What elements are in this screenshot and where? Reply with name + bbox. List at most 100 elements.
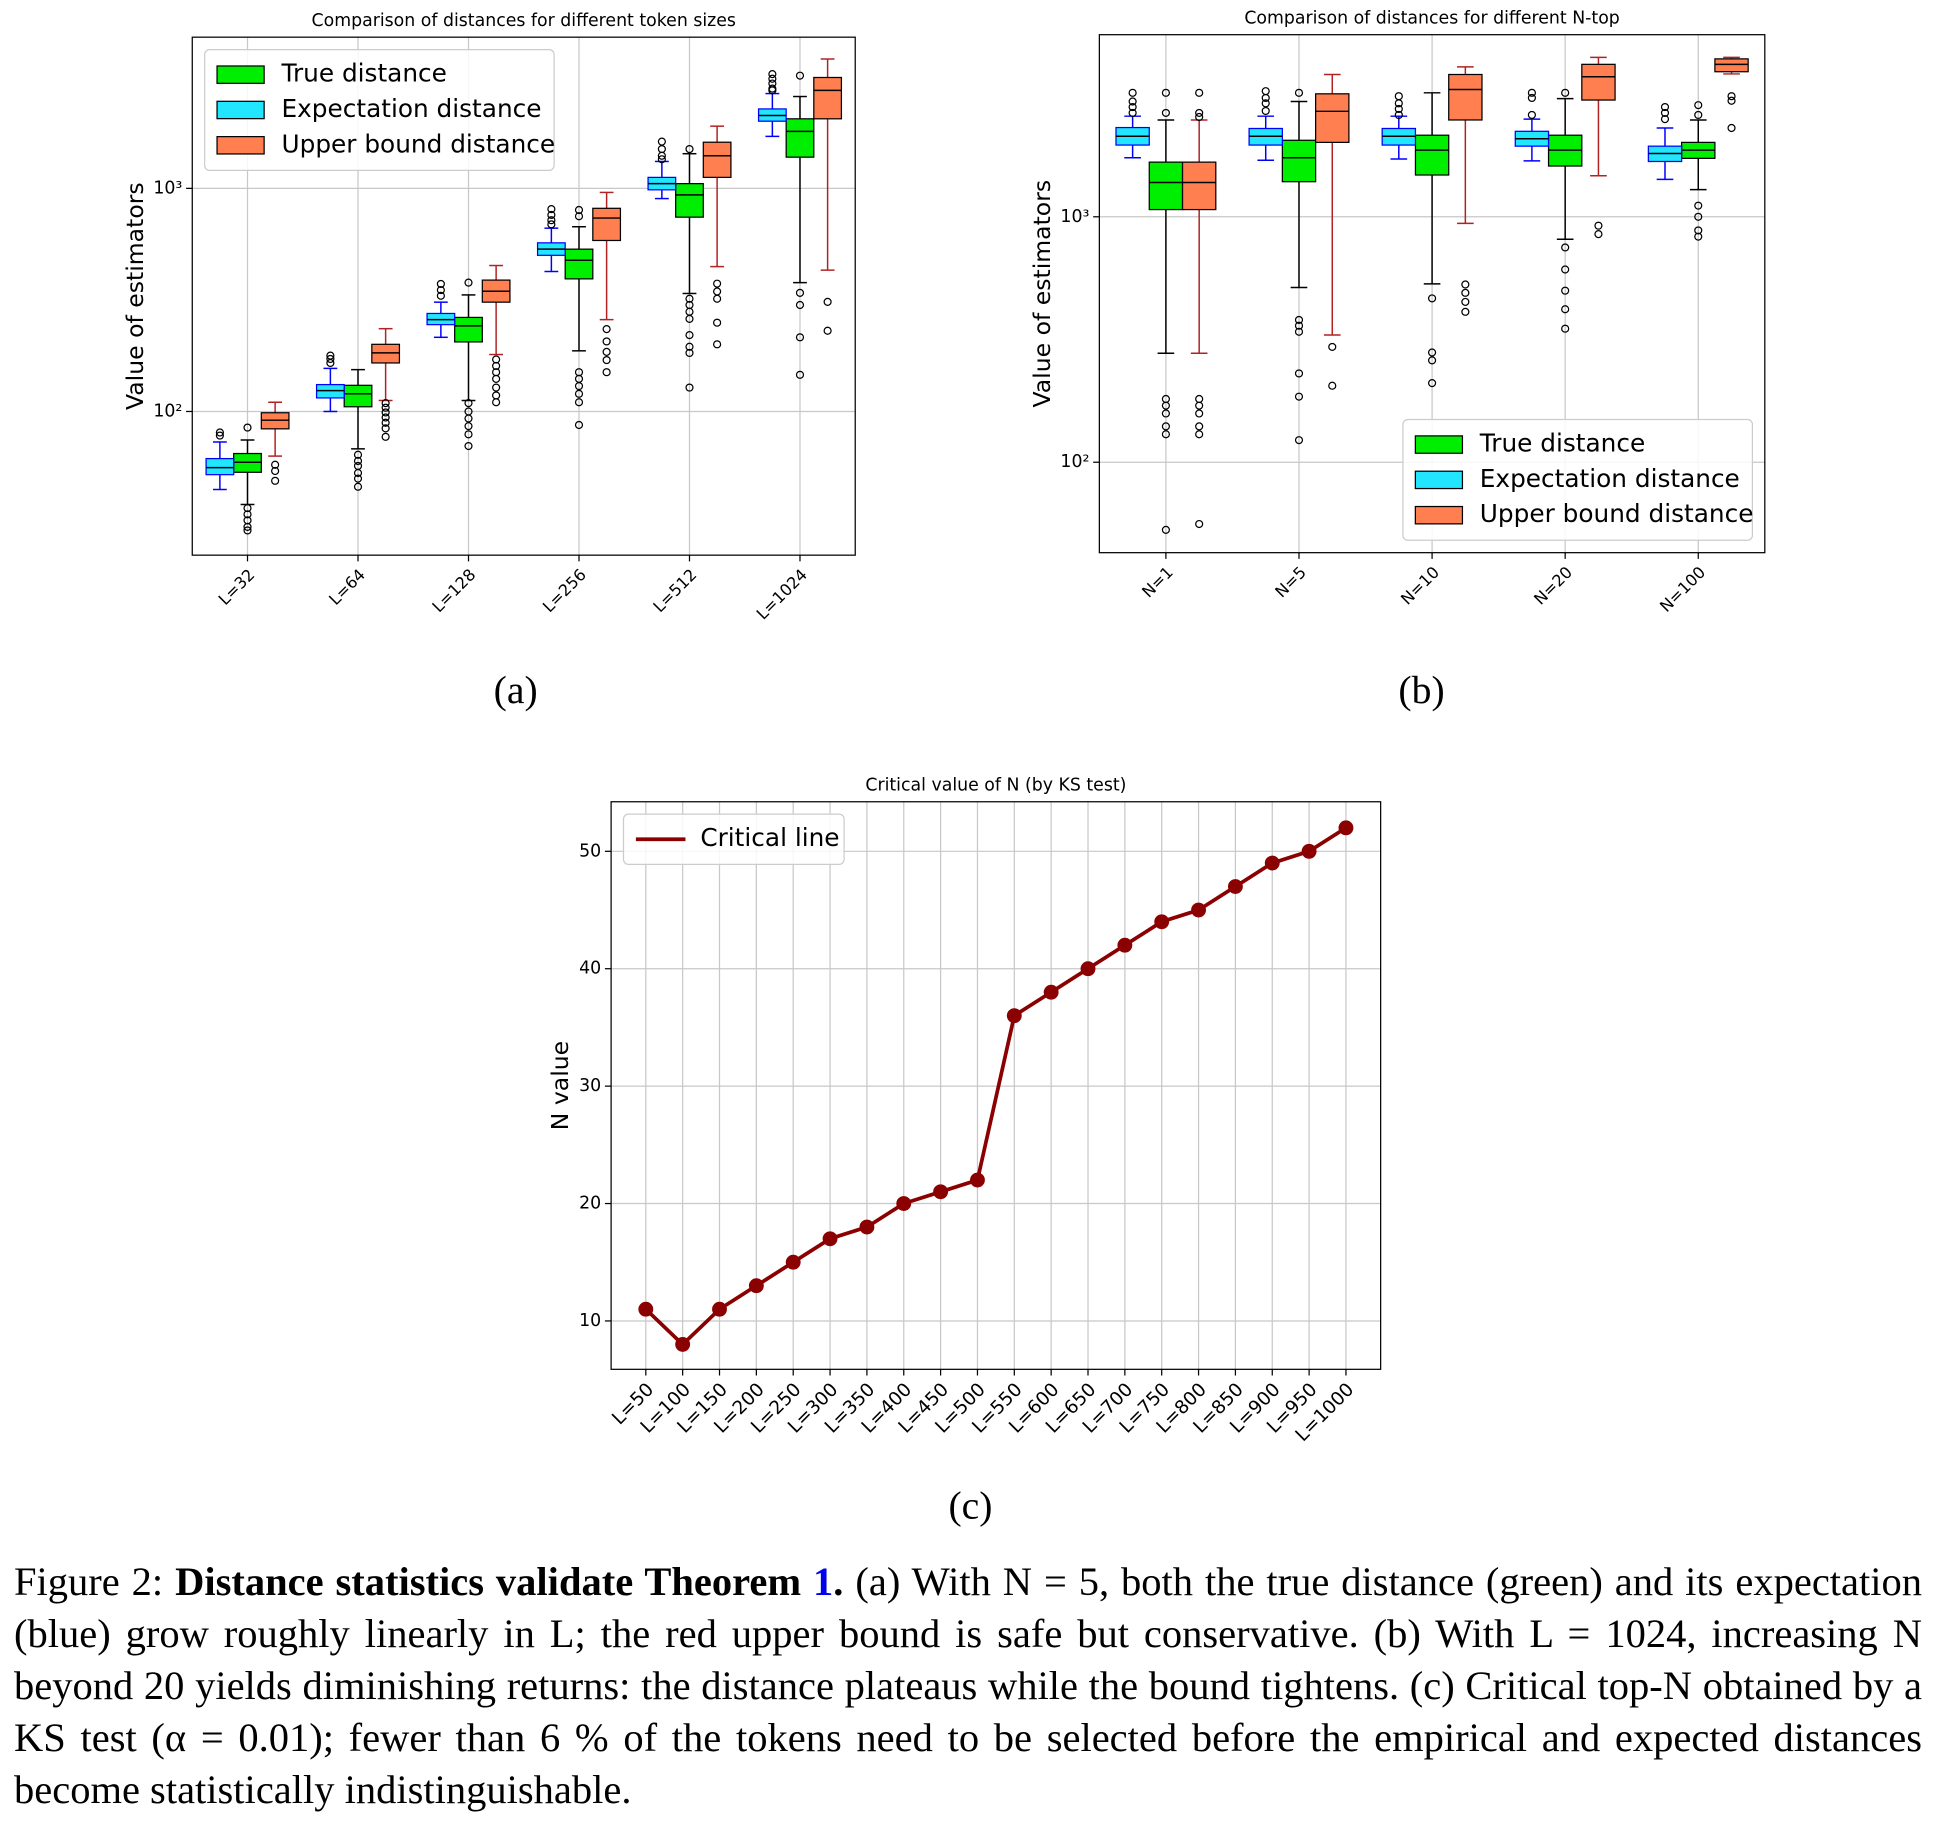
box bbox=[1148, 161, 1184, 211]
flier bbox=[795, 370, 805, 379]
flier bbox=[1427, 379, 1437, 388]
point bbox=[1191, 902, 1206, 918]
box bbox=[454, 316, 483, 343]
flier bbox=[1294, 88, 1304, 97]
y-tick-label: 30 bbox=[579, 1076, 601, 1096]
flier bbox=[492, 361, 501, 371]
flier bbox=[1660, 108, 1670, 118]
legend-label: True distance bbox=[1479, 429, 1645, 458]
flier bbox=[1294, 436, 1304, 445]
x-tick-label: L=32 bbox=[215, 565, 259, 609]
flier bbox=[1294, 327, 1304, 336]
flier bbox=[1427, 294, 1437, 303]
flier bbox=[1561, 88, 1570, 97]
flier bbox=[713, 294, 722, 303]
y-tick-label: 10³ bbox=[153, 178, 182, 198]
figure-charts: 10² 10³ L=32 L=64 L=128 L=256 L=512 L=1024 Compa… bbox=[121, 9, 1766, 1527]
flier bbox=[685, 330, 694, 340]
flier bbox=[1694, 212, 1703, 221]
flier bbox=[1394, 99, 1403, 108]
flier bbox=[243, 423, 252, 432]
x-tick-label: L=512 bbox=[649, 565, 700, 616]
point bbox=[859, 1219, 875, 1235]
flier bbox=[243, 526, 252, 535]
box bbox=[813, 76, 843, 120]
box bbox=[785, 118, 815, 158]
flier bbox=[574, 205, 584, 215]
flier bbox=[1427, 348, 1437, 357]
panel-label: (c) bbox=[948, 1483, 992, 1527]
y-tick-label: 40 bbox=[579, 959, 601, 979]
flier bbox=[1394, 104, 1403, 114]
flier bbox=[685, 383, 694, 392]
flier bbox=[1161, 88, 1170, 97]
flier bbox=[795, 300, 805, 310]
flier bbox=[381, 432, 390, 441]
flier bbox=[1294, 369, 1304, 378]
point bbox=[1080, 961, 1096, 977]
flier bbox=[1195, 394, 1204, 404]
y-axis-label: Value of estimators bbox=[121, 182, 149, 410]
flier bbox=[381, 424, 390, 433]
x-tick-label: L=1024 bbox=[753, 565, 811, 623]
caption-ref[interactable]: 1 bbox=[813, 1559, 834, 1604]
flier bbox=[1128, 97, 1137, 106]
flier bbox=[823, 297, 832, 306]
x-tick-label: N=5 bbox=[1271, 563, 1310, 602]
flier bbox=[657, 155, 666, 164]
flier bbox=[492, 383, 501, 392]
point bbox=[638, 1301, 654, 1317]
y-tick-label: 20 bbox=[579, 1194, 601, 1214]
panel-label: (a) bbox=[494, 668, 538, 712]
legend-swatch bbox=[216, 100, 265, 120]
flier bbox=[685, 144, 694, 154]
flier bbox=[243, 510, 252, 519]
x-tick-label: N=20 bbox=[1530, 563, 1576, 609]
flier bbox=[547, 220, 556, 229]
x-tick-label: N=1 bbox=[1138, 563, 1177, 602]
flier bbox=[657, 144, 666, 154]
flier bbox=[1461, 288, 1470, 297]
legend-label: True distance bbox=[280, 59, 446, 88]
flier bbox=[685, 348, 694, 358]
box bbox=[1281, 139, 1317, 183]
legend-label: Upper bound distance bbox=[1480, 499, 1754, 528]
flier bbox=[381, 408, 390, 417]
flier bbox=[1195, 430, 1204, 439]
flier bbox=[574, 381, 584, 391]
flier bbox=[1461, 307, 1470, 316]
plot-frame bbox=[610, 801, 1382, 1370]
caption-label: Figure 2: bbox=[14, 1559, 164, 1604]
flier bbox=[1195, 409, 1204, 418]
box bbox=[1448, 73, 1483, 121]
plot-frame bbox=[1098, 34, 1766, 554]
point bbox=[1117, 937, 1133, 953]
point bbox=[712, 1301, 727, 1317]
legend-box bbox=[204, 48, 555, 172]
y-tick-label: 10² bbox=[153, 401, 182, 421]
flier bbox=[823, 326, 832, 335]
figure-caption: Figure 2: Distance statistics validate T… bbox=[14, 1556, 1922, 1816]
x-tick-label: L=64 bbox=[325, 565, 369, 609]
flier bbox=[685, 294, 694, 303]
x-tick-label: N=10 bbox=[1397, 563, 1443, 609]
flier bbox=[1161, 108, 1170, 118]
point bbox=[1227, 879, 1243, 894]
flier bbox=[1195, 108, 1204, 118]
point bbox=[675, 1336, 691, 1352]
flier bbox=[353, 474, 363, 483]
box bbox=[1181, 161, 1217, 211]
flier bbox=[713, 279, 722, 288]
flier bbox=[602, 368, 611, 377]
flier bbox=[713, 287, 722, 296]
flier bbox=[1660, 115, 1670, 124]
flier bbox=[657, 137, 666, 146]
box bbox=[1581, 63, 1616, 101]
point bbox=[822, 1231, 838, 1247]
flier bbox=[1527, 110, 1536, 120]
flier bbox=[1261, 93, 1270, 103]
point bbox=[785, 1254, 801, 1270]
y-tick-label: 10 bbox=[579, 1311, 601, 1331]
flier bbox=[271, 466, 280, 476]
